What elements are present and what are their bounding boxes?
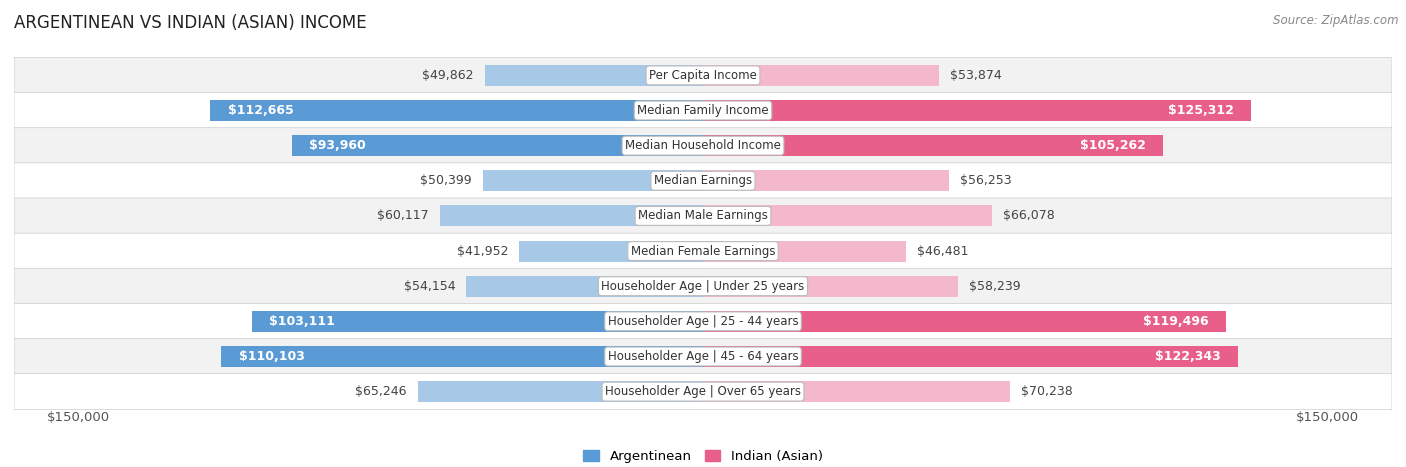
Bar xyxy=(703,381,1011,402)
Bar xyxy=(209,100,703,121)
Text: $122,343: $122,343 xyxy=(1154,350,1220,363)
FancyBboxPatch shape xyxy=(14,57,1392,93)
Text: $150,000: $150,000 xyxy=(1296,411,1360,424)
Bar xyxy=(519,241,703,262)
Text: $53,874: $53,874 xyxy=(949,69,1001,82)
Text: $50,399: $50,399 xyxy=(420,174,471,187)
Legend: Argentinean, Indian (Asian): Argentinean, Indian (Asian) xyxy=(578,445,828,467)
Text: Householder Age | 45 - 64 years: Householder Age | 45 - 64 years xyxy=(607,350,799,363)
Bar xyxy=(703,170,949,191)
Text: $112,665: $112,665 xyxy=(228,104,294,117)
Text: Median Female Earnings: Median Female Earnings xyxy=(631,245,775,258)
Bar xyxy=(703,346,1239,367)
Text: Per Capita Income: Per Capita Income xyxy=(650,69,756,82)
Text: $60,117: $60,117 xyxy=(377,209,429,222)
Bar xyxy=(418,381,703,402)
Text: $41,952: $41,952 xyxy=(457,245,509,258)
Text: ARGENTINEAN VS INDIAN (ASIAN) INCOME: ARGENTINEAN VS INDIAN (ASIAN) INCOME xyxy=(14,14,367,32)
FancyBboxPatch shape xyxy=(14,198,1392,234)
FancyBboxPatch shape xyxy=(14,163,1392,199)
Bar xyxy=(703,276,957,297)
Bar xyxy=(440,205,703,226)
Bar xyxy=(467,276,703,297)
FancyBboxPatch shape xyxy=(14,374,1392,410)
Bar xyxy=(252,311,703,332)
Text: Median Household Income: Median Household Income xyxy=(626,139,780,152)
Text: $125,312: $125,312 xyxy=(1168,104,1233,117)
Bar xyxy=(703,65,939,86)
FancyBboxPatch shape xyxy=(14,268,1392,304)
Text: $105,262: $105,262 xyxy=(1080,139,1146,152)
Bar xyxy=(485,65,703,86)
Bar xyxy=(221,346,703,367)
Text: Source: ZipAtlas.com: Source: ZipAtlas.com xyxy=(1274,14,1399,27)
Text: Householder Age | 25 - 44 years: Householder Age | 25 - 44 years xyxy=(607,315,799,328)
Text: $119,496: $119,496 xyxy=(1143,315,1208,328)
Bar xyxy=(482,170,703,191)
Text: $93,960: $93,960 xyxy=(309,139,366,152)
FancyBboxPatch shape xyxy=(14,92,1392,128)
Text: Median Earnings: Median Earnings xyxy=(654,174,752,187)
Text: $46,481: $46,481 xyxy=(917,245,969,258)
Bar xyxy=(703,135,1163,156)
Text: Householder Age | Under 25 years: Householder Age | Under 25 years xyxy=(602,280,804,293)
Text: $103,111: $103,111 xyxy=(270,315,336,328)
Bar xyxy=(703,241,907,262)
Text: Median Family Income: Median Family Income xyxy=(637,104,769,117)
FancyBboxPatch shape xyxy=(14,233,1392,269)
Bar xyxy=(703,205,993,226)
Text: $65,246: $65,246 xyxy=(356,385,406,398)
Text: $110,103: $110,103 xyxy=(239,350,305,363)
Text: $150,000: $150,000 xyxy=(46,411,110,424)
Text: $58,239: $58,239 xyxy=(969,280,1021,293)
Text: $70,238: $70,238 xyxy=(1021,385,1073,398)
Text: $66,078: $66,078 xyxy=(1002,209,1054,222)
FancyBboxPatch shape xyxy=(14,339,1392,375)
Bar xyxy=(292,135,703,156)
Text: $56,253: $56,253 xyxy=(960,174,1012,187)
Text: $49,862: $49,862 xyxy=(422,69,474,82)
Text: $54,154: $54,154 xyxy=(404,280,456,293)
Bar xyxy=(703,311,1226,332)
Bar xyxy=(703,100,1251,121)
FancyBboxPatch shape xyxy=(14,128,1392,163)
FancyBboxPatch shape xyxy=(14,304,1392,339)
Text: Median Male Earnings: Median Male Earnings xyxy=(638,209,768,222)
Text: Householder Age | Over 65 years: Householder Age | Over 65 years xyxy=(605,385,801,398)
